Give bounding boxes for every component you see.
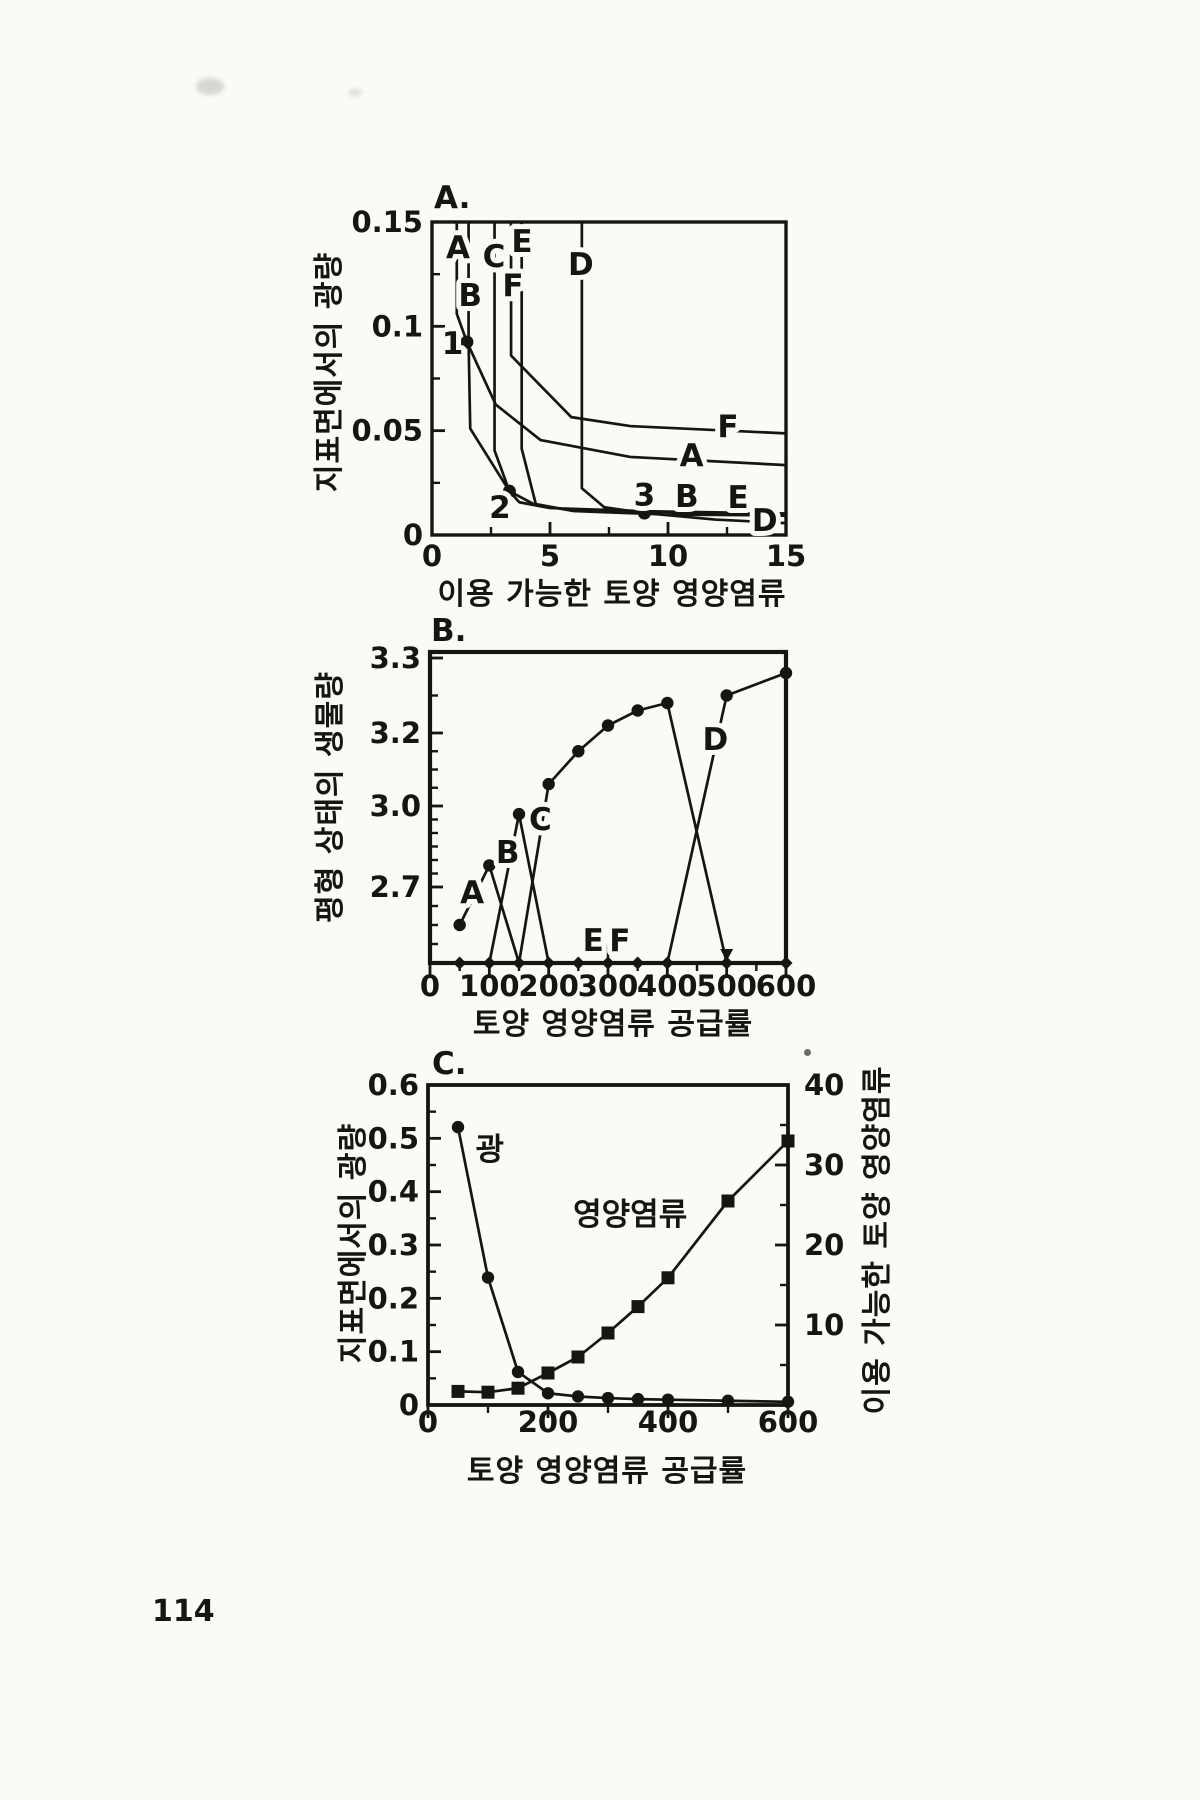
svg-text:E: E xyxy=(727,480,748,516)
page-number: 114 xyxy=(152,1594,215,1629)
svg-text:A: A xyxy=(446,230,470,266)
svg-text:A: A xyxy=(460,875,484,911)
svg-text:C: C xyxy=(529,802,552,838)
svg-text:D: D xyxy=(703,722,729,758)
svg-text:0: 0 xyxy=(399,1388,419,1422)
svg-text:2: 2 xyxy=(489,490,511,526)
svg-text:C: C xyxy=(483,239,506,275)
svg-text:3.0: 3.0 xyxy=(370,789,421,823)
svg-text:0.15: 0.15 xyxy=(351,205,423,239)
chart-C: 0 200 400 600 0 0.1 0.2 0.3 0.4 0.5 0.6 10 20 30 40 광영양… xyxy=(368,1068,845,1439)
svg-text:D: D xyxy=(568,247,594,283)
panel-label-a: A. xyxy=(434,180,471,216)
chart-b-y-axis-title: 평형 상태의 생물량 xyxy=(313,671,348,923)
svg-text:0.05: 0.05 xyxy=(351,414,423,448)
svg-text:0: 0 xyxy=(418,1405,438,1439)
svg-text:F: F xyxy=(717,409,738,445)
chart-c-x-axis-title: 토양 영양염류 공급률 xyxy=(466,1454,748,1489)
svg-text:0: 0 xyxy=(422,539,442,573)
chart-b-x-axis-title: 토양 영양염류 공급률 xyxy=(472,1007,754,1042)
svg-text:300: 300 xyxy=(578,969,639,1003)
svg-text:D: D xyxy=(752,503,778,539)
svg-text:500: 500 xyxy=(696,969,757,1003)
svg-text:200: 200 xyxy=(518,969,579,1003)
svg-text:3.2: 3.2 xyxy=(370,716,421,750)
svg-text:0.4: 0.4 xyxy=(368,1175,419,1209)
svg-text:0.2: 0.2 xyxy=(368,1281,419,1315)
svg-text:F: F xyxy=(609,923,630,959)
svg-text:3: 3 xyxy=(634,477,656,513)
svg-text:1: 1 xyxy=(442,326,464,362)
svg-text:영양염류: 영양염류 xyxy=(573,1197,687,1233)
svg-text:0.1: 0.1 xyxy=(368,1335,419,1369)
svg-text:2.7: 2.7 xyxy=(370,870,421,904)
equilibrium-point-1 xyxy=(460,335,474,349)
svg-text:3.3: 3.3 xyxy=(370,641,421,675)
svg-text:E: E xyxy=(511,224,532,260)
svg-text:100: 100 xyxy=(459,969,520,1003)
svg-text:B: B xyxy=(496,835,520,871)
svg-text:10: 10 xyxy=(804,1308,844,1342)
chart-c-right-y-axis-title: 이용 가능한 토양 영양염류 xyxy=(860,1065,895,1415)
svg-text:30: 30 xyxy=(804,1148,844,1182)
svg-text:400: 400 xyxy=(637,969,698,1003)
svg-text:0.6: 0.6 xyxy=(368,1068,419,1102)
equilibrium-point-2 xyxy=(502,484,516,498)
svg-text:0.3: 0.3 xyxy=(368,1228,419,1262)
svg-text:광: 광 xyxy=(476,1132,505,1168)
svg-text:0.1: 0.1 xyxy=(372,309,423,343)
svg-text:0: 0 xyxy=(403,518,423,552)
svg-text:A: A xyxy=(680,438,704,474)
chart-a-x-axis-title: 이용 가능한 토양 영양염류 xyxy=(437,577,787,612)
chart-c-left-y-axis-title: 지표면에서의 광량 xyxy=(336,1122,371,1364)
chart-a-y-axis-title: 지표면에서의 광량 xyxy=(312,251,347,493)
panel-label-c: C. xyxy=(432,1046,467,1082)
svg-text:600: 600 xyxy=(758,1405,819,1439)
svg-text:10: 10 xyxy=(648,539,688,573)
svg-text:15: 15 xyxy=(766,539,806,573)
svg-text:0.5: 0.5 xyxy=(368,1121,419,1155)
panel-label-b: B. xyxy=(431,613,467,649)
svg-text:200: 200 xyxy=(518,1405,579,1439)
equilibrium-point-3 xyxy=(637,506,651,520)
svg-text:400: 400 xyxy=(638,1405,699,1439)
svg-text:B: B xyxy=(458,278,482,314)
svg-text:B: B xyxy=(675,479,699,515)
svg-text:5: 5 xyxy=(540,539,560,573)
svg-text:40: 40 xyxy=(804,1068,844,1102)
svg-text:F: F xyxy=(502,268,523,304)
svg-text:20: 20 xyxy=(804,1228,844,1262)
svg-text:0: 0 xyxy=(420,969,440,1003)
svg-text:E: E xyxy=(583,923,604,959)
svg-text:600: 600 xyxy=(756,969,817,1003)
